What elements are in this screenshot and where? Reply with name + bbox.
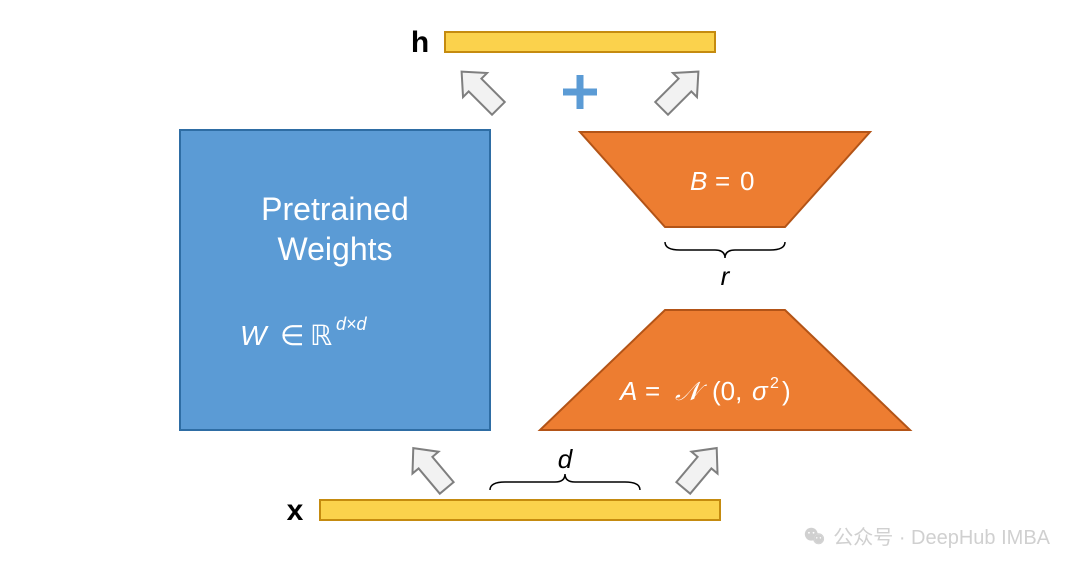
wechat-icon	[803, 525, 825, 547]
svg-text:W: W	[240, 320, 269, 351]
d-label: d	[558, 444, 574, 474]
h-label: h	[411, 26, 429, 59]
trapezoid-a	[540, 310, 910, 430]
pretrained-line2: Weights	[277, 231, 392, 267]
right-down-arrow	[670, 437, 729, 499]
pretrained-box	[180, 130, 490, 430]
r-bracket: r	[665, 242, 785, 291]
x-bar	[320, 500, 720, 520]
svg-text:B: B	[690, 166, 707, 196]
left-down-arrow	[400, 437, 459, 499]
d-bracket: d	[490, 444, 640, 490]
svg-text:d×d: d×d	[336, 314, 368, 334]
svg-text:): )	[782, 376, 791, 406]
h-bar	[445, 32, 715, 52]
left-up-arrow	[450, 60, 511, 121]
watermark-text: 公众号 · DeepHub IMBA	[833, 521, 1050, 550]
pretrained-line1: Pretrained	[261, 191, 409, 227]
lora-diagram: h Pretrained Weights W ∈ ℝ d×d B = 0 r A…	[0, 0, 1080, 568]
svg-text:ℝ: ℝ	[310, 320, 332, 351]
plus-icon	[563, 75, 597, 109]
svg-text:0: 0	[740, 166, 754, 196]
b-formula: B = 0	[690, 166, 754, 196]
svg-text:2: 2	[770, 375, 779, 392]
svg-text:σ: σ	[752, 376, 769, 406]
svg-text:(0,: (0,	[712, 376, 742, 406]
right-up-arrow	[650, 60, 711, 121]
svg-text:A: A	[618, 376, 637, 406]
svg-text:=: =	[715, 166, 730, 196]
watermark: 公众号 · DeepHub IMBA	[803, 521, 1050, 550]
x-label: x	[287, 494, 304, 527]
svg-text:∈: ∈	[280, 320, 304, 351]
svg-text:=: =	[645, 376, 660, 406]
r-label: r	[721, 261, 731, 291]
